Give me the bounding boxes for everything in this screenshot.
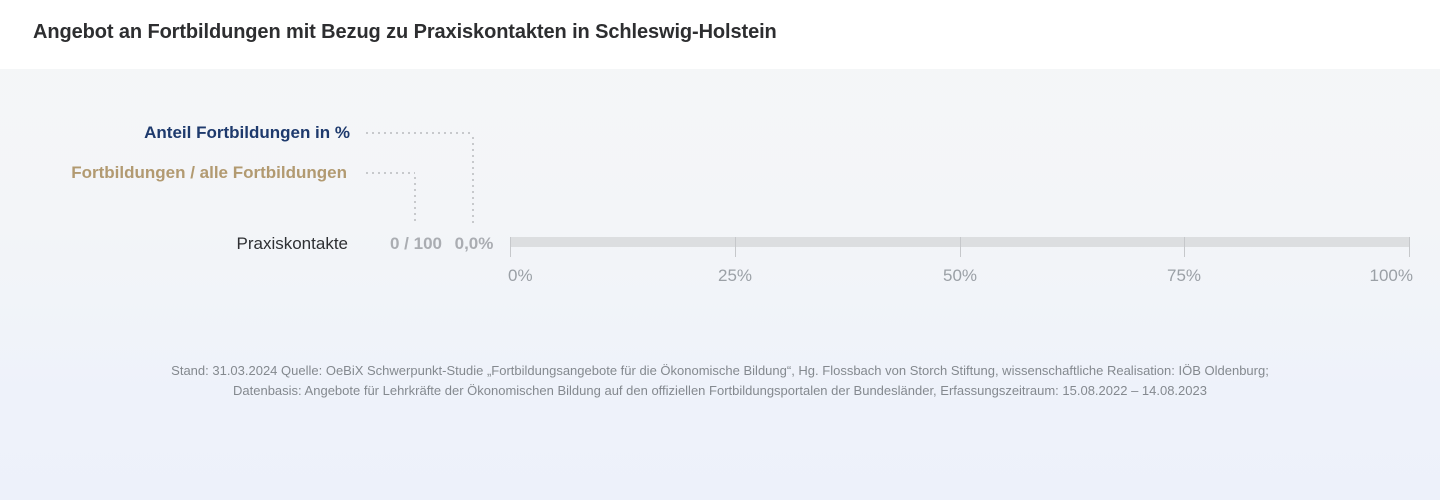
page-title: Angebot an Fortbildungen mit Bezug zu Pr… bbox=[33, 21, 777, 43]
axis-label-100: 100% bbox=[1369, 266, 1413, 285]
axis-tick-75 bbox=[1184, 237, 1185, 257]
source-note: Stand: 31.03.2024 Quelle: OeBiX Schwerpu… bbox=[0, 361, 1440, 401]
legend-ratio-label: Fortbildungen / alle Fortbildungen bbox=[71, 163, 347, 182]
leader-line-percent-vertical bbox=[472, 137, 474, 223]
header-band: Angebot an Fortbildungen mit Bezug zu Pr… bbox=[0, 0, 1440, 69]
axis-label-25: 25% bbox=[717, 266, 753, 285]
leader-line-ratio-vertical bbox=[414, 177, 416, 223]
leader-line-percent-horizontal bbox=[366, 132, 473, 134]
axis-tick-100 bbox=[1409, 237, 1410, 257]
percent-value: 0,0% bbox=[454, 234, 494, 253]
axis-tick-50 bbox=[960, 237, 961, 257]
axis-label-50: 50% bbox=[942, 266, 978, 285]
source-note-line2: Datenbasis: Angebote für Lehrkräfte der … bbox=[233, 383, 1207, 398]
axis-label-75: 75% bbox=[1166, 266, 1202, 285]
axis-tick-25 bbox=[735, 237, 736, 257]
source-note-line1: Stand: 31.03.2024 Quelle: OeBiX Schwerpu… bbox=[171, 363, 1269, 378]
category-label: Praxiskontakte bbox=[236, 234, 349, 253]
axis-label-0: 0% bbox=[508, 266, 533, 285]
leader-line-ratio-horizontal bbox=[366, 172, 415, 174]
axis-tick-0 bbox=[510, 237, 511, 257]
legend-percent-label: Anteil Fortbildungen in % bbox=[144, 123, 350, 142]
ratio-value: 0 / 100 bbox=[390, 234, 442, 253]
